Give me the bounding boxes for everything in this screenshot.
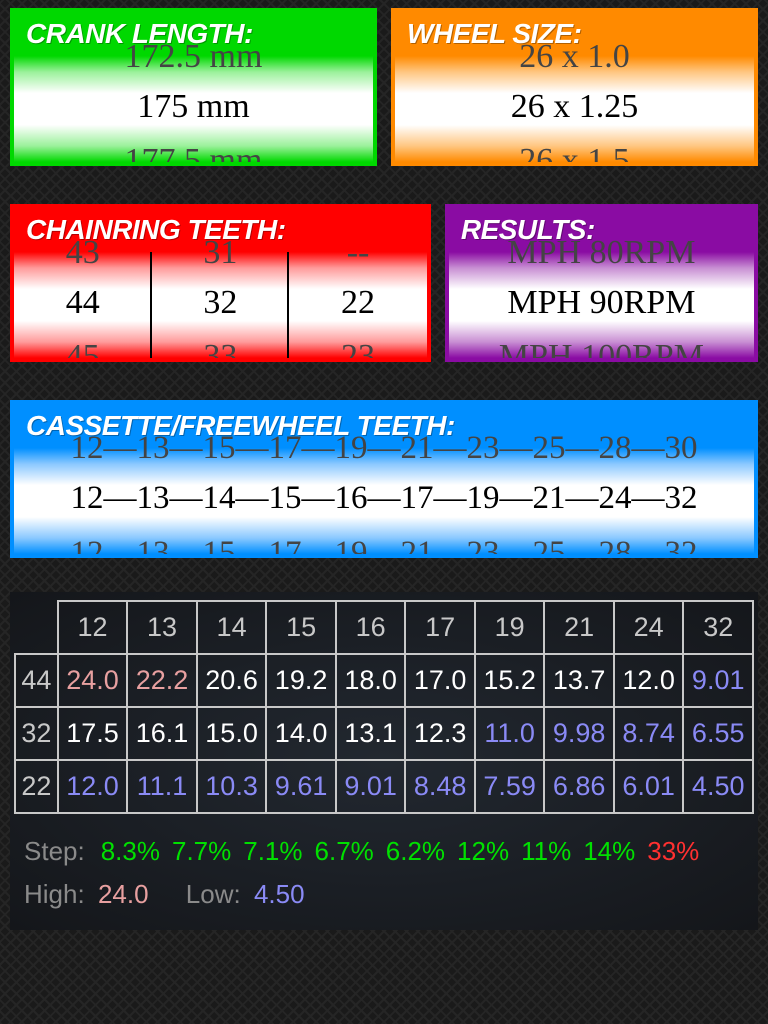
gear-table: 12131415161719212432 4424.022.220.619.21… [14,600,754,814]
low-value: 4.50 [254,879,305,909]
step-value: 7.7% [172,836,231,866]
gear-col-header: 19 [475,601,545,654]
crank-prev: 172.5 mm [14,38,373,76]
crank-selected: 175 mm [14,88,373,126]
step-value: 7.1% [243,836,302,866]
cassette-picker[interactable]: 12—13—15—17—19—21—23—25—28—30 12—13—14—1… [14,448,754,554]
gear-cell: 11.0 [475,707,545,760]
gear-col-header: 17 [405,601,475,654]
step-value: 11% [521,836,571,866]
gear-row-header: 44 [15,654,58,707]
gear-cell: 20.6 [197,654,267,707]
high-value: 24.0 [98,879,149,909]
gear-cell: 24.0 [58,654,128,707]
results-panel: RESULTS: MPH 80RPM MPH 90RPM MPH 100RPM [445,204,758,362]
crank-next: 177.5 mm [14,142,373,166]
step-summary: Step: 8.3% 7.7% 7.1% 6.7% 6.2% 12% 11% 14% 33% [14,836,754,867]
wheel-prev: 26 x 1.0 [395,38,754,76]
gear-cell: 10.3 [197,760,267,813]
gear-cell: 14.0 [266,707,336,760]
crank-length-picker[interactable]: 172.5 mm 175 mm 177.5 mm [14,56,373,162]
gear-cell: 8.48 [405,760,475,813]
gear-row-header: 22 [15,760,58,813]
wheel-size-panel: WHEEL SIZE: 26 x 1.0 26 x 1.25 26 x 1.5 [391,8,758,166]
wheel-selected: 26 x 1.25 [395,88,754,126]
gear-cell: 9.01 [336,760,406,813]
gear-col-header: 32 [683,601,753,654]
low-label: Low: [186,879,241,909]
gear-cell: 11.1 [127,760,197,813]
step-value: 6.7% [315,836,374,866]
gear-col-header: 15 [266,601,336,654]
results-picker[interactable]: MPH 80RPM MPH 90RPM MPH 100RPM [449,252,754,358]
step-value: 33% [647,836,699,866]
gear-col-header: 13 [127,601,197,654]
gear-col-header: 16 [336,601,406,654]
gear-cell: 15.0 [197,707,267,760]
step-value: 6.2% [386,836,445,866]
high-low-summary: High: 24.0 Low: 4.50 [14,879,754,910]
chainring-picker-1[interactable]: 43 44 45 [14,252,152,358]
gear-cell: 6.55 [683,707,753,760]
gear-table-area: 12131415161719212432 4424.022.220.619.21… [10,592,758,930]
gear-col-header: 14 [197,601,267,654]
gear-cell: 17.0 [405,654,475,707]
gear-cell: 6.86 [544,760,614,813]
chainring-picker-3[interactable]: -- 22 23 [289,252,427,358]
gear-cell: 13.7 [544,654,614,707]
cassette-panel: CASSETTE/FREEWHEEL TEETH: 12—13—15—17—19… [10,400,758,558]
gear-cell: 18.0 [336,654,406,707]
chainring-panel: CHAINRING TEETH: 43 44 45 31 32 33 -- 22… [10,204,431,362]
gear-cell: 22.2 [127,654,197,707]
gear-cell: 12.3 [405,707,475,760]
high-label: High: [24,879,85,909]
step-values: 8.3% 7.7% 7.1% 6.7% 6.2% 12% 11% 14% 33% [101,836,712,867]
wheel-next: 26 x 1.5 [395,142,754,166]
gear-cell: 13.1 [336,707,406,760]
wheel-size-picker[interactable]: 26 x 1.0 26 x 1.25 26 x 1.5 [395,56,754,162]
gear-cell: 9.98 [544,707,614,760]
chainring-picker-2[interactable]: 31 32 33 [152,252,290,358]
gear-col-header: 24 [614,601,684,654]
gear-cell: 17.5 [58,707,128,760]
gear-cell: 15.2 [475,654,545,707]
chainring-pickers: 43 44 45 31 32 33 -- 22 23 [14,252,427,358]
step-label: Step: [24,836,85,867]
step-value: 12% [457,836,509,866]
step-value: 8.3% [101,836,160,866]
crank-length-panel: CRANK LENGTH: 172.5 mm 175 mm 177.5 mm [10,8,377,166]
gear-cell: 19.2 [266,654,336,707]
gear-col-header: 21 [544,601,614,654]
gear-cell: 16.1 [127,707,197,760]
gear-cell: 7.59 [475,760,545,813]
gear-cell: 9.61 [266,760,336,813]
gear-cell: 4.50 [683,760,753,813]
gear-row-header: 32 [15,707,58,760]
gear-cell: 12.0 [614,654,684,707]
gear-col-header: 12 [58,601,128,654]
step-value: 14% [583,836,635,866]
gear-cell: 9.01 [683,654,753,707]
gear-cell: 6.01 [614,760,684,813]
gear-cell: 8.74 [614,707,684,760]
gear-cell: 12.0 [58,760,128,813]
